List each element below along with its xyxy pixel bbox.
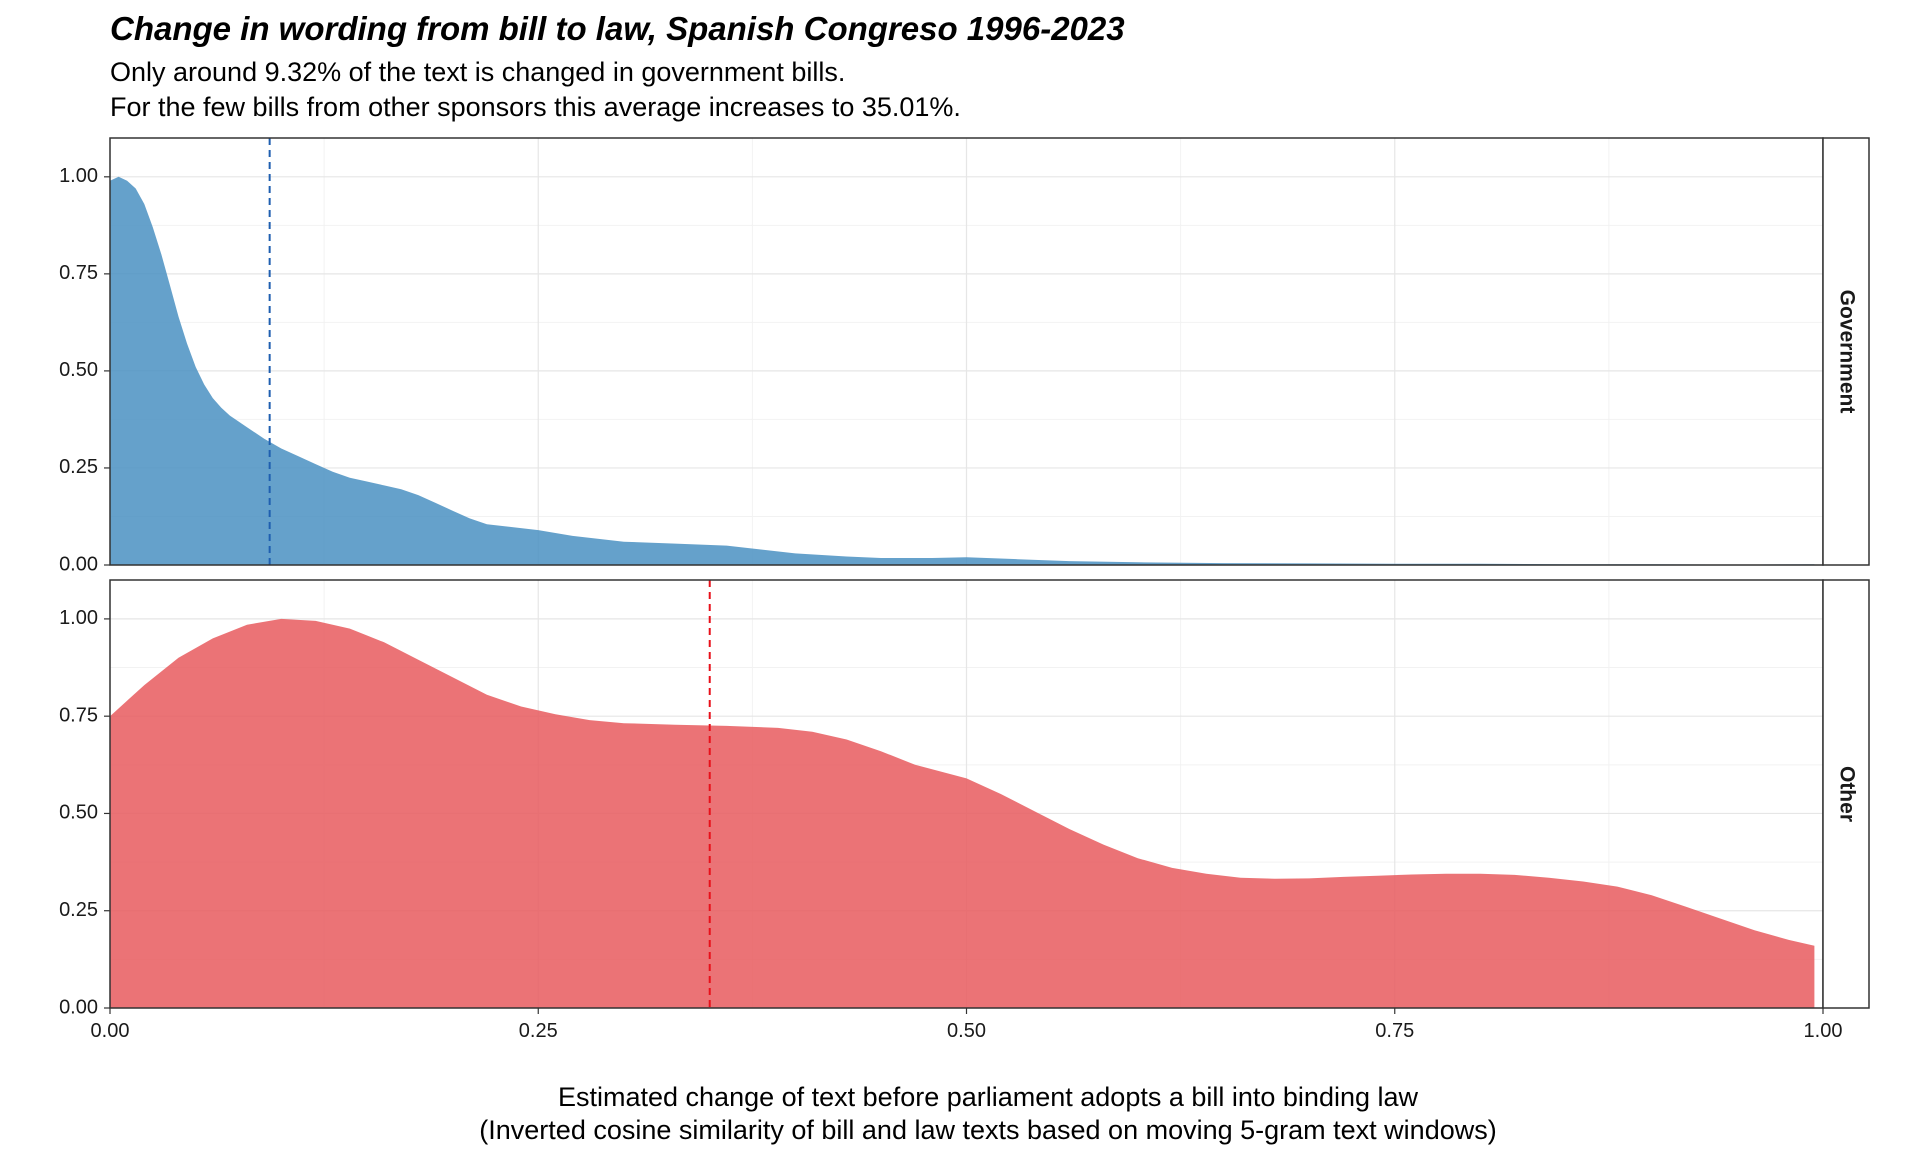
y-tick-label: 0.00 xyxy=(59,553,98,575)
facet-strip-label: Other xyxy=(1835,766,1858,822)
y-tick-label: 0.00 xyxy=(59,996,98,1018)
x-tick-label: 0.25 xyxy=(519,1020,558,1042)
facet-strip xyxy=(1822,137,1870,566)
y-tick-label: 1.00 xyxy=(59,165,98,187)
x-axis-label-line-1: Estimated change of text before parliame… xyxy=(558,1082,1419,1112)
facet-strip xyxy=(1822,579,1870,1009)
chart-subtitle-line-1: Only around 9.32% of the text is changed… xyxy=(110,57,845,87)
y-tick-label: 0.25 xyxy=(59,899,98,921)
y-tick-label: 0.75 xyxy=(59,704,98,726)
x-axis-label-line-2: (Inverted cosine similarity of bill and … xyxy=(479,1115,1496,1145)
density-area-other xyxy=(110,618,1815,1008)
x-tick-label: 1.00 xyxy=(1804,1020,1843,1042)
x-tick-label: 0.00 xyxy=(91,1020,130,1042)
panels-layer: Government0.000.250.500.751.00Other0.000… xyxy=(59,137,1870,1042)
y-tick-label: 0.75 xyxy=(59,262,98,284)
chart-title: Change in wording from bill to law, Span… xyxy=(110,10,1125,47)
facet-strip-label: Government xyxy=(1835,290,1858,414)
y-tick-label: 0.50 xyxy=(59,359,98,381)
panel-government: Government 0.00 0.25 0.50 0.75 1.00 xyxy=(59,137,1870,575)
x-tick-label: 0.50 xyxy=(947,1020,986,1042)
chart-subtitle-line-2: For the few bills from other sponsors th… xyxy=(110,92,961,122)
density-area-government xyxy=(110,176,1815,566)
y-tick-label: 1.00 xyxy=(59,607,98,629)
y-tick-label: 0.25 xyxy=(59,456,98,478)
x-tick-label: 0.75 xyxy=(1375,1020,1414,1042)
panel-other: Other 0.00 0.25 0.50 0.75 1.00 0.00 0.25 0.50 0.7… xyxy=(59,579,1870,1042)
y-tick-label: 0.50 xyxy=(59,802,98,824)
